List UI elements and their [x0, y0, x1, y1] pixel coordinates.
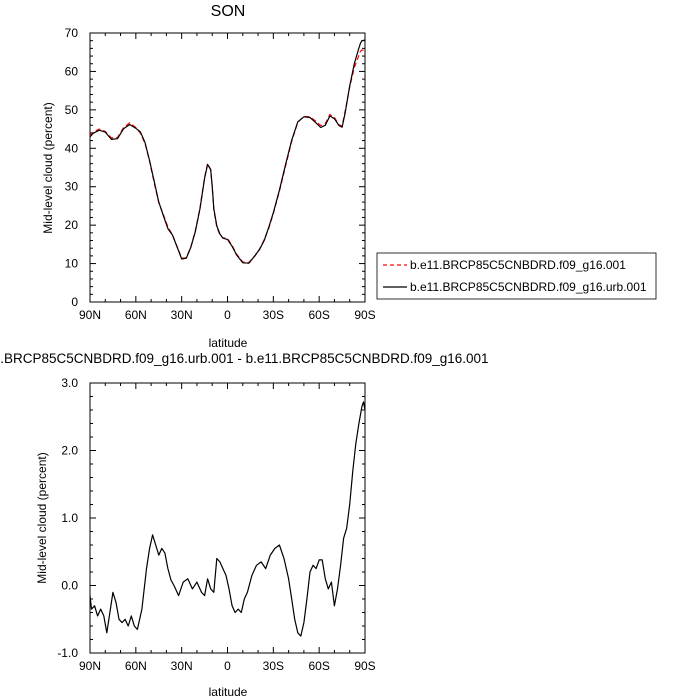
- top-y-tick-label: 60: [65, 64, 79, 78]
- bottom-series-lines: [89, 401, 366, 637]
- top-panel: SON 90N 60N 30N 0 30S 60S 90S 0 10 20 30 40 50 60 70 l…: [41, 3, 376, 350]
- top-y-tick-label: 30: [65, 180, 79, 194]
- top-y-tick-label: 70: [65, 26, 79, 40]
- bottom-x-tick-label: 30N: [171, 659, 193, 673]
- legend-label-series-1: b.e11.BRCP85C5CNBDRD.f09_g16.001: [410, 258, 626, 272]
- top-plot-frame: [89, 32, 366, 303]
- bottom-x-tick-label: 30S: [263, 659, 284, 673]
- top-series-line-1: [89, 49, 366, 263]
- bottom-x-tick-label: 0: [224, 659, 231, 673]
- bottom-y-tick-label: 1.0: [61, 511, 78, 525]
- bottom-y-tick-label: 0.0: [61, 579, 78, 593]
- top-x-tick-label: 30N: [171, 308, 193, 322]
- top-y-axis-label: Mid-level cloud (percent): [41, 102, 55, 233]
- bottom-y-tick-label: 2.0: [61, 444, 78, 458]
- bottom-y-tick-label: -1.0: [57, 646, 78, 660]
- top-series-lines: [89, 39, 366, 264]
- bottom-panel: b.e11.BRCP85C5CNBDRD.f09_g16.urb.001 - b…: [0, 351, 489, 699]
- legend-label-series-2: b.e11.BRCP85C5CNBDRD.f09_g16.urb.001: [410, 280, 647, 294]
- bottom-chart-title: b.e11.BRCP85C5CNBDRD.f09_g16.urb.001 - b…: [0, 351, 489, 366]
- top-y-tick-label: 50: [65, 103, 79, 117]
- top-x-tick-label: 90S: [354, 308, 375, 322]
- top-x-axis-label: latitude: [209, 336, 248, 350]
- bottom-axes: 90N 60N 30N 0 30S 60S 90S -1.0 0.0 1.0 2.0 3.0: [57, 376, 375, 673]
- top-chart-title: SON: [211, 3, 246, 20]
- bottom-x-tick-label: 90N: [79, 659, 101, 673]
- top-axes: 90N 60N 30N 0 30S 60S 90S 0 10 20 30 40 50 60 70: [65, 26, 376, 322]
- top-x-tick-label: 60N: [125, 308, 147, 322]
- bottom-plot-frame: [89, 382, 366, 654]
- legend-box: [376, 252, 657, 300]
- top-y-tick-label: 0: [71, 295, 78, 309]
- bottom-x-tick-label: 60N: [125, 659, 147, 673]
- top-x-tick-label: 60S: [308, 308, 329, 322]
- bottom-y-tick-label: 3.0: [61, 376, 78, 390]
- top-y-tick-label: 20: [65, 218, 79, 232]
- bottom-x-tick-label: 90S: [354, 659, 375, 673]
- legend: b.e11.BRCP85C5CNBDRD.f09_g16.001 b.e11.B…: [376, 252, 657, 300]
- top-y-tick-label: 40: [65, 141, 79, 155]
- top-x-tick-label: 30S: [263, 308, 284, 322]
- top-x-tick-label: 90N: [79, 308, 101, 322]
- top-y-tick-label: 10: [65, 257, 79, 271]
- top-series-line-2: [89, 39, 366, 264]
- top-x-tick-label: 0: [224, 308, 231, 322]
- bottom-y-axis-label: Mid-level cloud (percent): [35, 452, 49, 583]
- bottom-series-line-1: [89, 401, 366, 637]
- bottom-x-tick-label: 60S: [308, 659, 329, 673]
- bottom-x-axis-label: latitude: [209, 685, 248, 699]
